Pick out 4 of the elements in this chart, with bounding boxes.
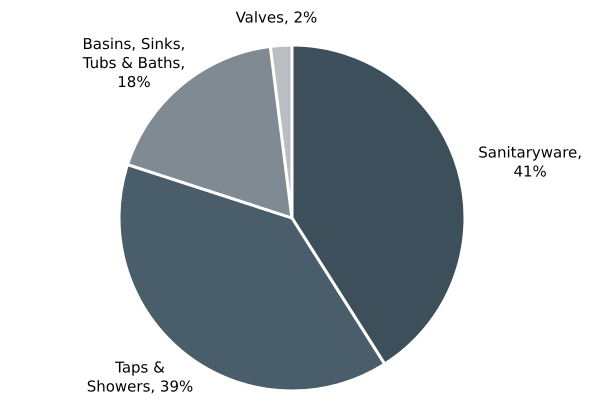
slice-label: Valves, 2%: [236, 8, 318, 26]
slice-label: Taps & Showers, 39%: [86, 358, 194, 396]
slice-label: Basins, Sinks, Tubs & Baths, 18%: [82, 35, 186, 92]
slice-label: Sanitaryware, 41%: [478, 143, 582, 180]
